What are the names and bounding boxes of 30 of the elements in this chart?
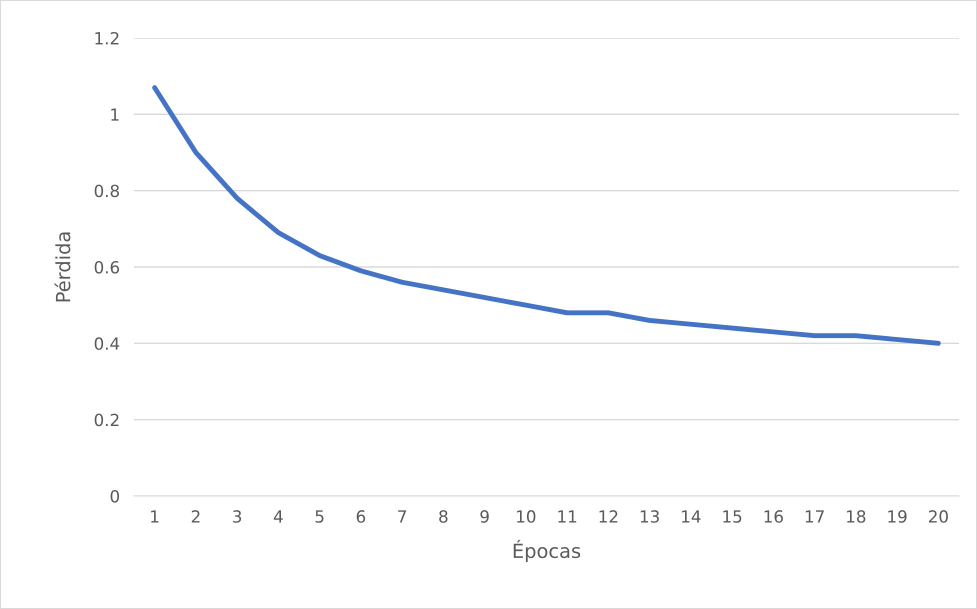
x-tick-label: 6	[356, 510, 366, 523]
y-tick-label: 0.2	[94, 414, 118, 426]
y-tick-label: 0.6	[94, 260, 120, 274]
y-tick-label: 1.2	[95, 32, 118, 44]
x-tick-label: 11	[558, 510, 576, 523]
line-series	[152, 85, 941, 346]
x-tick-label: 3	[233, 510, 242, 523]
y-tick-label: 1	[111, 108, 119, 121]
x-axis-title: Épocas	[514, 540, 580, 562]
x-tick-label: 12	[600, 510, 618, 523]
x-tick-label: 7	[398, 510, 406, 523]
x-tick-label: 1	[151, 510, 158, 523]
y-tick-label: 0.4	[94, 337, 120, 350]
y-tick-label: 0.8	[94, 184, 119, 198]
x-tick-label: 14	[682, 510, 701, 523]
x-tick-label: 13	[640, 510, 659, 523]
x-tick-label: 16	[764, 510, 783, 523]
y-axis-title: Pérdida	[54, 232, 70, 302]
x-tick-label: 20	[928, 510, 948, 523]
x-tick-label: 8	[439, 510, 448, 523]
x-tick-label: 17	[806, 510, 824, 523]
x-tick-label: 18	[847, 510, 866, 523]
x-tick-label: 4	[274, 510, 283, 523]
x-tick-label: 19	[888, 510, 907, 523]
x-tick-label: 2	[192, 510, 200, 523]
x-tick-label: 9	[480, 510, 489, 523]
y-tick-label: 0	[110, 490, 120, 503]
x-tick-label: 15	[723, 510, 742, 523]
x-tick-label: 10	[517, 510, 536, 523]
x-tick-label: 5	[316, 510, 324, 523]
